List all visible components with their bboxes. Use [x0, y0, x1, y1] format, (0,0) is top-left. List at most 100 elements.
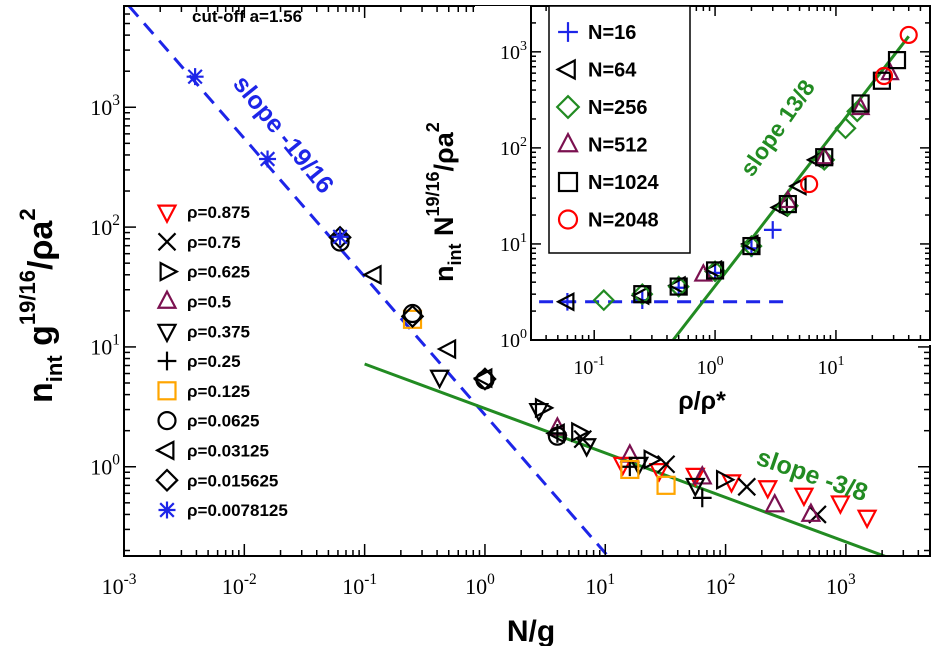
main-chart-point-9-2	[473, 367, 497, 391]
inset-chart-point-3-2	[814, 145, 835, 165]
main-chart-point-0-7	[856, 509, 878, 530]
inset-chart-point-2-3	[703, 260, 727, 283]
inset-chart-point-5-2	[899, 25, 918, 45]
inset-legend-label-0: N=16	[588, 22, 636, 44]
inset-chart-point-2-6	[813, 148, 836, 172]
inset-chart-y-tick-label-1: 101	[500, 231, 527, 256]
main-chart-point-8-0	[362, 264, 382, 286]
main-chart-series-10	[186, 68, 349, 246]
inset-y-axis-label: nint N19/16/ρa2	[423, 122, 465, 282]
inset-chart-fit-line-1	[671, 35, 910, 340]
inset-chart-marks	[539, 25, 918, 340]
main-chart-x-tick-label-0: 10-3	[102, 571, 137, 599]
inset-legend-label-1: N=64	[588, 60, 637, 82]
main-chart-x-tick-label-3: 100	[465, 571, 495, 599]
inset-chart-point-2-2	[667, 275, 690, 298]
main-chart-x-tick-label-4: 101	[585, 571, 615, 599]
main-legend-marker-0	[156, 204, 178, 225]
main-chart-point-10-0	[186, 68, 204, 86]
main-legend-marker-8	[154, 440, 175, 461]
main-legend-marker-5	[157, 351, 177, 371]
main-legend-label-9: ρ=0.015625	[187, 471, 278, 490]
inset-chart-point-2-1	[631, 283, 654, 306]
inset-chart-point-3-3	[850, 96, 871, 116]
inset-chart-point-4-8	[887, 51, 907, 70]
inset-legend-label-2: N=256	[588, 97, 648, 119]
inset-legend-marker-1	[555, 58, 576, 81]
cutoff-annotation: cut-off a=1.56	[192, 7, 302, 26]
inset-legend-marker-2	[555, 94, 581, 120]
inset-chart-point-2-8	[846, 100, 869, 123]
main-legend-label-8: ρ=0.03125	[187, 442, 269, 461]
main-chart-point-10-1	[259, 150, 277, 168]
main-chart-x-tick-label-1: 10-2	[222, 571, 257, 599]
inset-chart-point-0-5	[763, 221, 782, 239]
main-chart-point-10-2	[331, 228, 349, 246]
main-chart-point-5-2	[692, 488, 712, 508]
inset-chart-point-4-2	[705, 261, 725, 280]
main-chart-series-8	[362, 264, 565, 444]
main-chart-fit-line-0	[127, 6, 609, 556]
inset-legend-marker-4	[557, 171, 579, 193]
inset-chart-point-2-7	[834, 117, 857, 140]
main-chart-point-2-2	[643, 449, 664, 470]
main-legend-marker-1	[157, 232, 177, 252]
inset-legend-marker-0	[558, 22, 578, 42]
main-legend-marker-4	[156, 323, 178, 344]
main-chart-point-0-2	[684, 467, 706, 488]
main-chart-point-4-0	[429, 369, 450, 390]
main-legend-marker-2	[159, 261, 180, 282]
inset-chart-y-tick-label-3: 103	[500, 39, 527, 64]
inset-chart-point-4-6	[851, 94, 870, 113]
inset-chart-point-2-0	[592, 288, 615, 312]
main-legend-label-7: ρ=0.0625	[187, 412, 259, 431]
main-chart-point-0-4	[757, 480, 779, 500]
main-chart-y-tick-label-0: 100	[90, 452, 120, 480]
main-legend-label-10: ρ=0.0078125	[187, 501, 288, 520]
inset-chart-point-5-0	[800, 174, 819, 194]
main-legend-marker-3	[156, 289, 178, 309]
inset-chart-y-tick-label-0: 100	[500, 327, 527, 352]
main-chart-series-9	[328, 225, 497, 391]
main-chart-point-8-3	[545, 423, 565, 444]
main-chart-point-2-3	[715, 469, 736, 491]
inset-legend: N=16 N=64 N=256 N=512 N=1024 N=2048	[548, 5, 691, 254]
main-chart-x-tick-label-6: 103	[826, 571, 856, 599]
main-y-axis-label: nint g19/16/ρa2	[15, 208, 67, 403]
inset-chart-x-tick-label-2: 101	[817, 354, 844, 379]
inset-chart-x-tick-label-0: 10-1	[573, 354, 605, 379]
inset-chart-point-4-4	[778, 194, 797, 214]
main-legend-label-5: ρ=0.25	[187, 352, 241, 371]
main-chart-x-tick-label-2: 10-1	[342, 571, 377, 599]
main-legend-marker-9	[155, 468, 179, 492]
inset-chart-point-5-1	[874, 66, 894, 86]
main-chart-point-4-1	[528, 402, 550, 423]
main-chart-point-4-4	[684, 477, 706, 498]
main-legend-label-2: ρ=0.625	[187, 263, 250, 282]
inset-legend-label-5: N=2048	[588, 210, 659, 232]
main-legend-label-4: ρ=0.375	[187, 322, 250, 341]
inset-chart-point-1-3	[703, 259, 723, 280]
inset-background	[475, 6, 936, 345]
inset-chart-point-4-0	[633, 285, 652, 304]
main-chart-point-9-0	[328, 225, 352, 250]
main-chart-point-3-4	[800, 502, 822, 522]
main-x-axis-label: N/g	[507, 615, 555, 646]
inset-chart-point-1-1	[630, 285, 650, 306]
main-legend-label-6: ρ=0.125	[187, 382, 250, 401]
inset-chart-x-tick-label-1: 100	[697, 354, 724, 379]
main-chart-point-6-1	[620, 459, 640, 480]
main-chart-point-0-6	[830, 495, 851, 515]
inset-chart-point-4-1	[669, 277, 688, 296]
inset-legend-label-3: N=512	[588, 135, 648, 157]
inset-chart-point-4-5	[815, 148, 834, 167]
main-legend-label-0: ρ=0.875	[187, 203, 250, 222]
inset-chart-point-2-4	[740, 234, 763, 258]
main-chart-point-4-2	[576, 438, 597, 458]
inset-legend-label-4: N=1024	[588, 172, 659, 194]
main-chart-point-0-1	[648, 463, 670, 483]
main-chart-fit-line-1	[364, 362, 889, 556]
inset-chart-point-4-3	[742, 236, 761, 256]
main-legend-label-1: ρ=0.75	[187, 233, 241, 252]
inset-chart-point-1-2	[667, 275, 686, 296]
